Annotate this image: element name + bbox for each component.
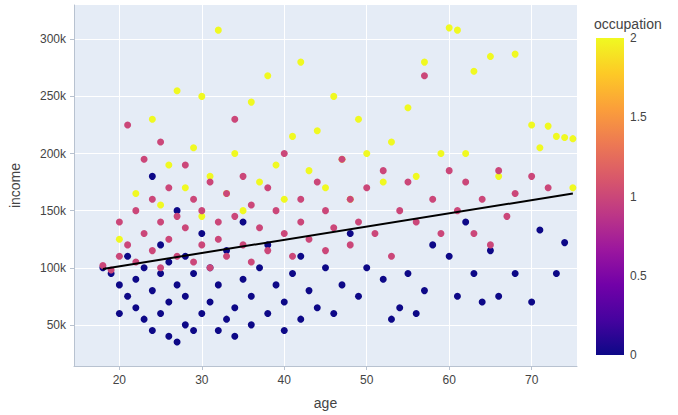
- svg-text:300k: 300k: [40, 32, 67, 46]
- svg-text:20: 20: [113, 373, 127, 387]
- svg-text:30: 30: [195, 373, 209, 387]
- svg-text:50: 50: [360, 373, 374, 387]
- svg-text:60: 60: [443, 373, 457, 387]
- svg-text:1.5: 1.5: [630, 110, 647, 124]
- svg-text:0.5: 0.5: [630, 269, 647, 283]
- svg-text:0: 0: [630, 348, 637, 362]
- svg-text:70: 70: [525, 373, 539, 387]
- svg-text:250k: 250k: [40, 89, 67, 103]
- svg-text:income: income: [7, 163, 23, 208]
- svg-text:age: age: [314, 395, 338, 411]
- svg-text:2: 2: [630, 31, 637, 45]
- svg-text:100k: 100k: [40, 261, 67, 275]
- svg-text:150k: 150k: [40, 204, 67, 218]
- svg-text:40: 40: [278, 373, 292, 387]
- svg-text:200k: 200k: [40, 147, 67, 161]
- svg-text:occupation: occupation: [594, 16, 662, 32]
- svg-text:50k: 50k: [47, 318, 67, 332]
- svg-text:1: 1: [630, 190, 637, 204]
